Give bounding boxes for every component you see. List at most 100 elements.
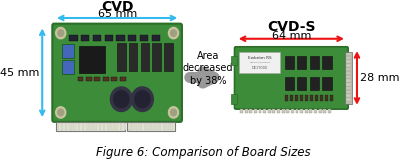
Text: 28 mm: 28 mm xyxy=(360,73,399,83)
Bar xyxy=(128,123,130,130)
Bar xyxy=(319,109,322,113)
Bar xyxy=(136,123,138,130)
Text: CVD-S: CVD-S xyxy=(267,20,316,34)
Bar xyxy=(295,95,298,101)
Bar xyxy=(322,76,332,90)
Bar xyxy=(128,35,136,41)
Bar xyxy=(346,95,351,97)
Bar xyxy=(285,95,288,101)
Circle shape xyxy=(56,27,66,39)
Bar xyxy=(245,109,248,113)
Bar xyxy=(81,35,89,41)
Bar xyxy=(103,77,109,81)
Bar xyxy=(310,76,319,90)
FancyBboxPatch shape xyxy=(52,24,182,122)
Bar xyxy=(111,123,114,130)
FancyBboxPatch shape xyxy=(234,47,348,109)
Text: Ewbröm RS: Ewbröm RS xyxy=(248,56,271,60)
Bar xyxy=(323,109,326,113)
Bar xyxy=(277,109,280,113)
Bar xyxy=(164,43,173,71)
Bar xyxy=(346,83,351,85)
Bar xyxy=(282,109,285,113)
Bar xyxy=(346,53,351,55)
Bar xyxy=(152,43,161,71)
Bar xyxy=(61,123,63,130)
Bar xyxy=(291,109,294,113)
Bar xyxy=(78,123,80,130)
Circle shape xyxy=(135,91,150,108)
Bar xyxy=(239,52,280,73)
Bar xyxy=(345,52,352,104)
Bar xyxy=(315,95,318,101)
Text: ──────────: ────────── xyxy=(249,61,270,65)
Bar xyxy=(296,109,298,113)
Text: CVD: CVD xyxy=(101,0,133,14)
Bar xyxy=(305,109,308,113)
Bar xyxy=(249,109,252,113)
Bar xyxy=(141,43,149,71)
Bar xyxy=(132,123,135,130)
Bar xyxy=(140,123,142,130)
Bar xyxy=(86,77,92,81)
Bar xyxy=(320,95,323,101)
Bar xyxy=(93,35,101,41)
Bar xyxy=(346,87,351,89)
Circle shape xyxy=(168,27,178,39)
Bar xyxy=(310,56,319,69)
Bar xyxy=(305,95,308,101)
Bar xyxy=(346,76,351,78)
Bar xyxy=(62,44,74,58)
Bar xyxy=(254,109,257,113)
Bar xyxy=(162,123,165,130)
Bar xyxy=(263,109,266,113)
Bar xyxy=(346,68,351,70)
Bar xyxy=(328,109,331,113)
Bar xyxy=(128,123,131,130)
Circle shape xyxy=(58,109,64,116)
Bar xyxy=(297,76,306,90)
Bar xyxy=(127,122,175,131)
Bar xyxy=(290,95,293,101)
Bar xyxy=(151,123,154,130)
Bar xyxy=(285,56,294,69)
Bar xyxy=(240,109,243,113)
Bar xyxy=(148,123,150,130)
Bar xyxy=(73,123,76,130)
Bar xyxy=(155,123,158,130)
Text: Area
decreased
by 38%: Area decreased by 38% xyxy=(183,51,233,86)
Circle shape xyxy=(56,107,66,118)
Bar xyxy=(346,98,351,101)
Bar xyxy=(129,43,137,71)
Bar xyxy=(69,35,78,41)
Bar xyxy=(258,109,262,113)
Bar xyxy=(120,123,122,130)
Text: 65 mm: 65 mm xyxy=(98,9,137,19)
Text: 64 mm: 64 mm xyxy=(272,31,311,41)
Circle shape xyxy=(168,107,178,118)
Bar xyxy=(124,123,126,130)
Bar xyxy=(285,76,294,90)
Bar xyxy=(120,77,126,81)
Bar xyxy=(346,60,351,63)
Circle shape xyxy=(58,30,64,36)
Bar xyxy=(346,57,351,59)
Bar xyxy=(268,109,271,113)
Bar xyxy=(231,95,238,104)
Bar xyxy=(103,123,105,130)
Bar xyxy=(86,123,88,130)
Circle shape xyxy=(132,87,153,112)
Bar xyxy=(65,123,68,130)
Bar xyxy=(310,95,313,101)
Bar xyxy=(116,35,125,41)
Bar xyxy=(346,72,351,74)
Bar xyxy=(79,46,104,73)
Bar xyxy=(297,56,306,69)
Bar xyxy=(117,43,126,71)
Bar xyxy=(159,123,161,130)
Bar xyxy=(90,123,93,130)
Bar xyxy=(152,35,160,41)
Bar xyxy=(104,35,113,41)
Bar xyxy=(300,95,303,101)
Bar xyxy=(346,91,351,93)
